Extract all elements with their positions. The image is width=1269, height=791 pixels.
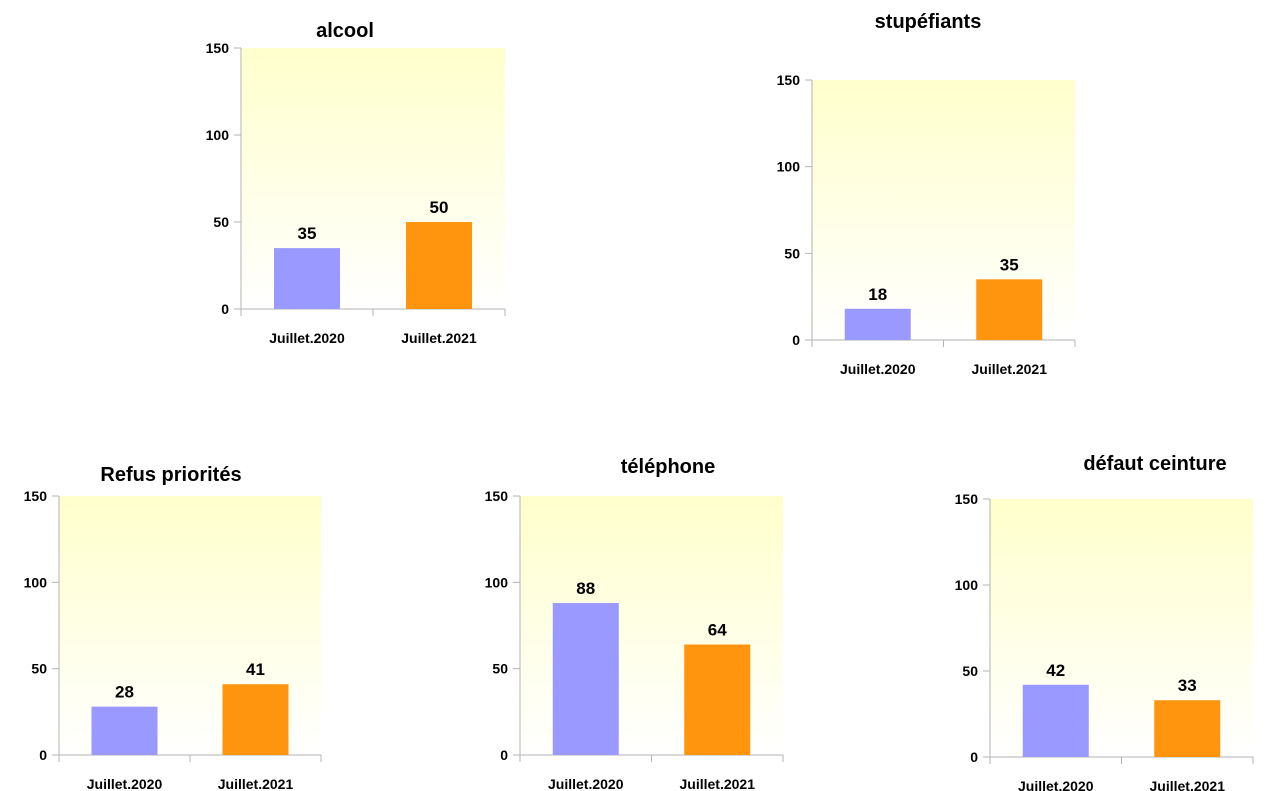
x-tick-label: Juillet.2021 — [218, 776, 294, 791]
x-tick-label: Juillet.2021 — [972, 361, 1048, 377]
y-tick-label: 100 — [955, 577, 979, 593]
data-label: 18 — [868, 285, 887, 304]
data-label: 50 — [430, 198, 449, 217]
y-tick-label: 0 — [221, 301, 229, 317]
chart-title: alcool — [316, 20, 374, 42]
bar — [91, 706, 158, 755]
x-tick-label: Juillet.2021 — [1150, 778, 1226, 791]
data-label: 41 — [246, 660, 265, 679]
y-tick-label: 50 — [31, 661, 47, 677]
y-tick-label: 50 — [492, 661, 508, 677]
x-tick-label: Juillet.2020 — [840, 361, 916, 377]
bar — [1022, 684, 1089, 757]
y-tick-label: 50 — [213, 214, 229, 230]
y-tick-label: 150 — [206, 40, 230, 56]
x-tick-label: Juillet.2020 — [269, 330, 345, 346]
chart-title: Refus priorités — [100, 464, 241, 486]
data-label: 35 — [1000, 255, 1019, 274]
chart-panel-4: téléphone 0 50 100 150 88 Juillet.2020 64 Juille… — [485, 456, 784, 791]
chart-panel-5: défaut ceinture 0 50 100 150 42 Juillet.2020 33… — [955, 453, 1254, 791]
x-tick-label: Juillet.2021 — [680, 776, 756, 791]
bar — [274, 248, 340, 309]
data-label: 42 — [1046, 661, 1065, 680]
data-label: 28 — [115, 683, 134, 702]
bar — [976, 279, 1043, 340]
chart-title: téléphone — [621, 456, 715, 478]
y-tick-label: 100 — [485, 574, 509, 590]
bar — [684, 644, 751, 755]
y-tick-label: 100 — [777, 159, 801, 175]
y-tick-label: 0 — [500, 747, 508, 763]
y-tick-label: 50 — [962, 663, 978, 679]
data-label: 64 — [708, 620, 727, 639]
y-tick-label: 100 — [206, 127, 230, 143]
bar — [1154, 700, 1221, 757]
y-tick-label: 0 — [970, 749, 978, 765]
bar — [844, 308, 911, 340]
y-tick-label: 50 — [784, 245, 800, 261]
data-label: 33 — [1178, 676, 1197, 695]
x-tick-label: Juillet.2020 — [1018, 778, 1094, 791]
y-tick-label: 100 — [24, 574, 48, 590]
x-tick-label: Juillet.2020 — [87, 776, 163, 791]
y-tick-label: 0 — [792, 332, 800, 348]
y-tick-label: 150 — [955, 491, 979, 507]
x-tick-label: Juillet.2021 — [401, 330, 477, 346]
chart-panel-2: stupéfiants 0 50 100 150 18 Juillet.2020 35 Juil… — [777, 11, 1076, 377]
chart-title: stupéfiants — [875, 11, 982, 33]
chart-panel-3: Refus priorités 0 50 100 150 28 Juillet.2020 41… — [24, 464, 322, 791]
y-tick-label: 0 — [39, 747, 47, 763]
x-tick-label: Juillet.2020 — [548, 776, 624, 791]
y-tick-label: 150 — [24, 488, 48, 504]
chart-title: défaut ceinture — [1083, 453, 1226, 475]
chart-panel-1: alcool 0 50 100 150 35 Juillet.2020 50 Juillet.2… — [206, 20, 506, 346]
data-label: 35 — [298, 224, 317, 243]
bar — [552, 603, 619, 755]
bar — [222, 684, 289, 755]
data-label: 88 — [576, 579, 595, 598]
y-tick-label: 150 — [777, 72, 801, 88]
bar — [406, 222, 472, 309]
y-tick-label: 150 — [485, 488, 509, 504]
